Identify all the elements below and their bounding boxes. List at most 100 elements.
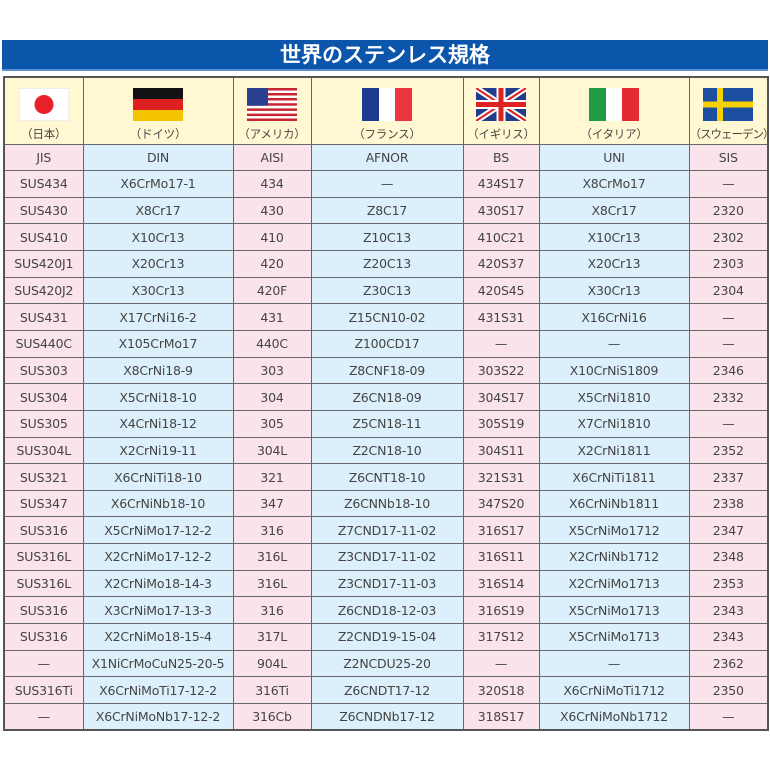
table-cell: 2337 [688,463,769,491]
table-cell: 2348 [688,543,769,571]
table-cell: X2CrNi1811 [538,436,690,465]
table-cell: X16CrNi16 [538,303,690,331]
table-cell: 2332 [688,383,769,411]
table-cell: X6CrNiTi1811 [538,463,690,491]
table-cell: 304S11 [462,436,540,465]
table-cell: 304 [232,383,312,411]
table-cell: 410C21 [462,223,540,252]
table-row: SUS420J2 X30Cr13 420F Z30C13 420S45 X30Cr13 23… [3,276,769,305]
table-cell: X2CrNi19-11 [82,436,234,465]
table-cell: 410 [232,223,312,252]
table-cell: — [688,409,769,438]
table-row: SUS316 X2CrNiMo18-15-4 317L Z2CND19-15-04 31… [3,623,769,651]
table-cell: Z2CN18-10 [310,436,464,465]
table-cell: X6CrNiMoTi17-12-2 [82,676,234,704]
table-cell: Z30C13 [310,276,464,305]
table-cell: — [688,329,769,358]
japan-flag-icon [18,88,69,121]
country-italy: （イタリア） [538,76,690,145]
table-cell: X5CrNi18-10 [82,383,234,411]
table-cell: 420 [232,250,312,278]
country-germany: （ドイツ） [82,76,234,145]
standard-header-aisi: AISI [232,143,312,172]
table-cell: SUS430 [3,196,84,225]
table-row: SUS304 X5CrNi18-10 304 Z6CN18-09 304S17 X5CrN… [3,383,769,411]
table-cell: 2362 [688,649,769,678]
table-cell: — [688,170,769,198]
table-cell: Z2NCDU25-20 [310,649,464,678]
table-row: SUS420J1 X20Cr13 420 Z20C13 420S37 X20Cr13 230… [3,250,769,278]
table-cell: — [538,329,690,358]
table-cell: X7CrNi1810 [538,409,690,438]
table-row: SUS431 X17CrNi16-2 431 Z15CN10-02 431S31 X16C… [3,303,769,331]
table-cell: 321 [232,463,312,491]
table-cell: — [688,303,769,331]
table-cell: 316Ti [232,676,312,704]
table-cell: X5CrNi1810 [538,383,690,411]
table-cell: X10CrNiS1809 [538,356,690,385]
table-cell: 2343 [688,623,769,651]
table-cell: 2302 [688,223,769,252]
table-cell: 430 [232,196,312,225]
table-cell: X20Cr13 [82,250,234,278]
table-cell: X6CrNiTi18-10 [82,463,234,491]
table-cell: Z10C13 [310,223,464,252]
table-cell: 440C [232,329,312,358]
table-cell: Z2CND19-15-04 [310,623,464,651]
table-row: SUS321 X6CrNiTi18-10 321 Z6CNT18-10 321S31 X6… [3,463,769,491]
table-cell: Z6CNT18-10 [310,463,464,491]
table-cell: X8CrMo17 [538,170,690,198]
table-cell: X6CrMo17-1 [82,170,234,198]
france-flag-icon [362,88,412,121]
table-cell: X2CrNiMo18-14-3 [82,569,234,598]
table-cell: 420S45 [462,276,540,305]
table-row: SUS430 X8Cr17 430 Z8C17 430S17 X8Cr17 2320 [3,196,769,225]
table-cell: SUS431 [3,303,84,331]
table-row: SUS305 X4CrNi18-12 305 Z5CN18-11 305S19 X7CrN… [3,409,769,438]
table-cell: Z8CNF18-09 [310,356,464,385]
table-cell: — [462,649,540,678]
table-cell: SUS316 [3,596,84,625]
table-cell: 2347 [688,516,769,545]
table-cell: SUS316Ti [3,676,84,704]
table-cell: X2CrNiNb1712 [538,543,690,571]
country-name: （イタリア） [580,127,648,141]
table-cell: SUS304 [3,383,84,411]
table-cell: X5CrNiMo1712 [538,516,690,545]
table-cell: SUS321 [3,463,84,491]
table-cell: X5CrNiMo17-12-2 [82,516,234,545]
table-cell: X4CrNi18-12 [82,409,234,438]
table-cell: 316Cb [232,702,312,731]
country-usa: （アメリカ） [232,76,312,145]
table-cell: 320S18 [462,676,540,704]
table-cell: 304S17 [462,383,540,411]
table-cell: X20Cr13 [538,250,690,278]
table-cell: 420F [232,276,312,305]
standard-header-sis: SIS [688,143,769,172]
table-cell: X8Cr17 [538,196,690,225]
table-cell: 305S19 [462,409,540,438]
standard-header-din: DIN [82,143,234,172]
country-name: （日本） [21,127,67,141]
country-name: （ドイツ） [129,127,187,141]
country-name: （スウェーデン） [689,127,768,141]
table-cell: 434 [232,170,312,198]
table-row: SUS347 X6CrNiNb18-10 347 Z6CNNb18-10 347S20 X… [3,489,769,518]
table-cell: 2338 [688,489,769,518]
table-cell: X2CrNiMo17-12-2 [82,543,234,571]
table-row: SUS316L X2CrNiMo18-14-3 316L Z3CND17-11-03 3… [3,569,769,598]
germany-flag-icon [133,88,183,121]
table-cell: SUS316L [3,569,84,598]
table-cell: 2343 [688,596,769,625]
table-cell: 420S37 [462,250,540,278]
table-cell: 317L [232,623,312,651]
table-cell: SUS304L [3,436,84,465]
table-cell: — [688,702,769,731]
table-cell: — [310,170,464,198]
table-cell: SUS316 [3,516,84,545]
table-row: SUS316 X3CrNiMo17-13-3 316 Z6CND18-12-03 316… [3,596,769,625]
table-cell: 2303 [688,250,769,278]
table-cell: 2353 [688,569,769,598]
table-cell: Z6CND18-12-03 [310,596,464,625]
table-cell: 316S19 [462,596,540,625]
